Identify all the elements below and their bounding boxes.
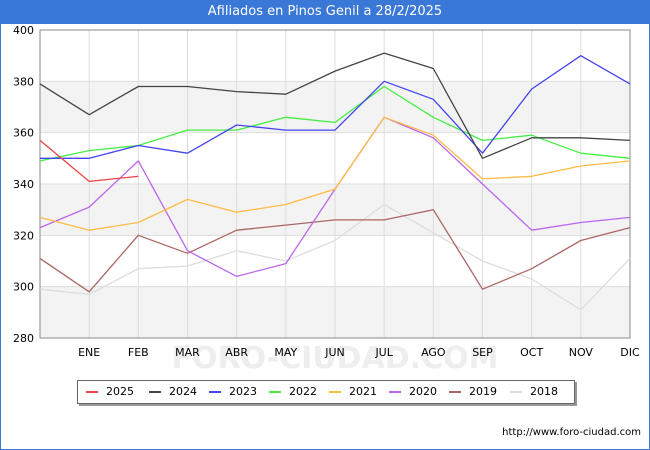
plot-area <box>39 29 631 339</box>
legend-label-2020: 2020 <box>409 385 437 398</box>
y-tick-label: 280 <box>13 332 34 345</box>
x-tick-label: FEB <box>128 346 149 359</box>
x-tick-label: JUN <box>324 346 345 359</box>
legend-label-2018: 2018 <box>530 385 558 398</box>
legend-label-2024: 2024 <box>169 385 197 398</box>
x-tick-label: ENE <box>78 346 100 359</box>
x-tick-label: ABR <box>225 346 248 359</box>
x-tick-label: OCT <box>520 346 543 359</box>
y-tick-label: 400 <box>13 24 34 37</box>
legend-label-2019: 2019 <box>469 385 497 398</box>
legend-swatch-2022 <box>269 391 281 393</box>
x-tick-label: MAY <box>274 346 297 359</box>
legend-swatch-2025 <box>86 391 98 393</box>
source-link[interactable]: http://www.foro-ciudad.com <box>502 427 641 438</box>
series-line-2023 <box>40 55 631 159</box>
y-tick-label: 380 <box>13 75 34 88</box>
legend-swatch-2019 <box>449 391 461 393</box>
legend-swatch-2018 <box>510 391 522 393</box>
series-line-2019 <box>39 209 631 293</box>
x-tick-label: NOV <box>569 346 594 359</box>
x-tick-label: JUL <box>374 346 393 359</box>
y-tick-label: 320 <box>13 229 34 242</box>
legend-swatch-2021 <box>329 391 341 393</box>
watermark: FORO-CIUDAD.COM <box>172 341 499 376</box>
series-line-2025 <box>39 139 139 183</box>
series-line-2018 <box>39 203 631 311</box>
chart-title: Afiliados en Pinos Genil a 28/2/2025 <box>0 0 650 24</box>
series-line-2024 <box>39 52 631 159</box>
legend-label-2025: 2025 <box>106 385 134 398</box>
y-tick-label: 340 <box>13 178 34 191</box>
legend-label-2022: 2022 <box>289 385 317 398</box>
legend: 2025 2024 2023 2022 2021 2020 2019 2018 <box>77 380 575 404</box>
legend-swatch-2020 <box>389 391 401 393</box>
legend-swatch-2023 <box>209 391 221 393</box>
x-tick-label: AGO <box>421 346 446 359</box>
x-tick-label: MAR <box>175 346 200 359</box>
y-tick-label: 300 <box>13 281 34 294</box>
x-tick-label: DIC <box>620 346 640 359</box>
y-tick-label: 360 <box>13 127 34 140</box>
series-line-2021 <box>39 116 631 231</box>
legend-swatch-2024 <box>149 391 161 393</box>
legend-label-2021: 2021 <box>349 385 377 398</box>
x-tick-label: SEP <box>472 346 493 359</box>
legend-label-2023: 2023 <box>229 385 257 398</box>
